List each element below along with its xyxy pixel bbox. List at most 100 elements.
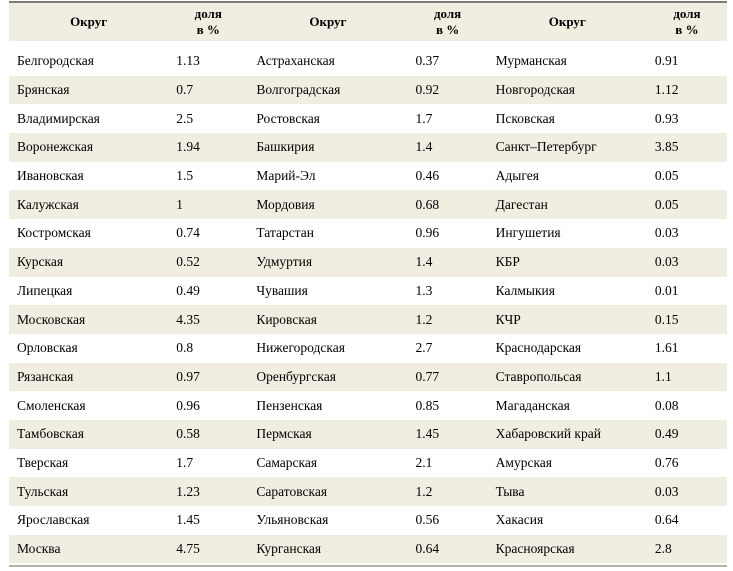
region-name-cell: Московская [9, 305, 169, 334]
region-name-cell: Ульяновская [248, 506, 408, 535]
region-name-cell: Саратовская [248, 477, 408, 506]
share-value-cell: 1.13 [168, 47, 249, 76]
share-value-cell: 0.58 [168, 419, 249, 449]
column-header-share: доля в % [407, 3, 488, 47]
share-value-cell: 1.3 [407, 276, 488, 306]
share-value-cell: 1.7 [407, 104, 488, 134]
share-value-cell: 1.12 [646, 75, 727, 105]
share-value-cell: 0.52 [168, 247, 249, 277]
region-name-cell: Удмуртия [248, 247, 408, 277]
column-header-share: доля в % [646, 3, 727, 47]
region-name-cell: Волгоградская [248, 75, 408, 105]
region-name-cell: Краснодарская [487, 333, 647, 363]
region-name-cell: Тверская [9, 448, 169, 478]
share-value-cell: 1.45 [407, 419, 488, 449]
share-value-cell: 0.64 [646, 506, 727, 535]
table-row: Курская 0.52 Удмуртия 1.4 КБР 0.03 [9, 247, 727, 277]
column-header-region: Округ [487, 3, 647, 47]
share-value-cell: 0.01 [646, 276, 727, 306]
share-value-cell: 1 [168, 190, 249, 220]
share-value-cell: 0.77 [407, 362, 488, 392]
table-row: Орловская 0.8 Нижегородская 2.7 Краснода… [9, 333, 727, 363]
share-value-cell: 0.03 [646, 219, 727, 248]
share-value-cell: 0.93 [646, 104, 727, 134]
share-value-cell: 0.56 [407, 506, 488, 535]
regions-share-table-wrap: Округ доля в % Округ доля в % Округ доля… [9, 1, 727, 568]
region-name-cell: Смоленская [9, 391, 169, 420]
share-value-cell: 0.64 [407, 534, 488, 564]
share-value-cell: 1.2 [407, 305, 488, 334]
region-name-cell: Тамбовская [9, 419, 169, 449]
region-name-cell: Курганская [248, 534, 408, 564]
column-header-region: Округ [9, 3, 169, 47]
table-row: Владимирская 2.5 Ростовская 1.7 Псковска… [9, 104, 727, 134]
share-value-cell: 0.7 [168, 75, 249, 105]
region-name-cell: Хабаровский край [487, 419, 647, 449]
table-row: Московская 4.35 Кировская 1.2 КЧР 0.15 [9, 305, 727, 334]
region-name-cell: Нижегородская [248, 333, 408, 363]
share-value-cell: 0.96 [168, 391, 249, 420]
share-value-cell: 0.05 [646, 190, 727, 220]
region-name-cell: Пермская [248, 419, 408, 449]
share-value-cell: 2.8 [646, 534, 727, 564]
share-value-cell: 0.68 [407, 190, 488, 220]
table-row: Рязанская 0.97 Оренбургская 0.77 Ставроп… [9, 362, 727, 392]
share-value-cell: 3.85 [646, 133, 727, 162]
region-name-cell: Калужская [9, 190, 169, 220]
region-name-cell: КБР [487, 247, 647, 277]
table-header: Округ доля в % Округ доля в % Округ доля… [9, 3, 727, 47]
share-value-cell: 0.15 [646, 305, 727, 334]
region-name-cell: Ингушетия [487, 219, 647, 248]
share-value-cell: 0.49 [646, 419, 727, 449]
region-name-cell: Курская [9, 247, 169, 277]
column-header-region: Округ [248, 3, 408, 47]
table-row: Калужская 1 Мордовия 0.68 Дагестан 0.05 [9, 190, 727, 220]
share-value-cell: 1.2 [407, 477, 488, 506]
share-value-cell: 4.75 [168, 534, 249, 564]
region-name-cell: Ярославская [9, 506, 169, 535]
table-row: Брянская 0.7 Волгоградская 0.92 Новгород… [9, 75, 727, 105]
region-name-cell: Орловская [9, 333, 169, 363]
share-value-cell: 0.92 [407, 75, 488, 105]
region-name-cell: Марий-Эл [248, 161, 408, 191]
region-name-cell: Чувашия [248, 276, 408, 306]
region-name-cell: Калмыкия [487, 276, 647, 306]
region-name-cell: Кировская [248, 305, 408, 334]
table-row: Смоленская 0.96 Пензенская 0.85 Магаданс… [9, 391, 727, 420]
share-value-cell: 0.46 [407, 161, 488, 191]
region-name-cell: Адыгея [487, 161, 647, 191]
share-value-cell: 0.74 [168, 219, 249, 248]
table-row: Воронежская 1.94 Башкирия 1.4 Санкт–Пете… [9, 133, 727, 162]
regions-share-table: Округ доля в % Округ доля в % Округ доля… [9, 3, 727, 564]
region-name-cell: Тульская [9, 477, 169, 506]
region-name-cell: Хакасия [487, 506, 647, 535]
region-name-cell: Псковская [487, 104, 647, 134]
table-row: Ивановская 1.5 Марий-Эл 0.46 Адыгея 0.05 [9, 161, 727, 191]
table-row: Тульская 1.23 Саратовская 1.2 Тыва 0.03 [9, 477, 727, 506]
share-value-cell: 0.76 [646, 448, 727, 478]
share-value-cell: 0.91 [646, 47, 727, 76]
share-value-cell: 4.35 [168, 305, 249, 334]
region-name-cell: Ставропольсая [487, 362, 647, 392]
table-body: Белгородская 1.13 Астраханская 0.37 Мурм… [9, 47, 727, 564]
share-value-cell: 0.03 [646, 477, 727, 506]
share-value-cell: 0.8 [168, 333, 249, 363]
share-value-cell: 0.97 [168, 362, 249, 392]
share-value-cell: 1.1 [646, 362, 727, 392]
share-value-cell: 1.5 [168, 161, 249, 191]
region-name-cell: Дагестан [487, 190, 647, 220]
share-value-cell: 2.7 [407, 333, 488, 363]
region-name-cell: Амурская [487, 448, 647, 478]
column-header-share: доля в % [168, 3, 249, 47]
share-value-cell: 1.7 [168, 448, 249, 478]
region-name-cell: Ивановская [9, 161, 169, 191]
share-value-cell: 0.03 [646, 247, 727, 277]
region-name-cell: КЧР [487, 305, 647, 334]
share-value-cell: 1.4 [407, 247, 488, 277]
table-row: Москва 4.75 Курганская 0.64 Красноярская… [9, 534, 727, 564]
region-name-cell: Липецкая [9, 276, 169, 306]
share-value-cell: 1.94 [168, 133, 249, 162]
region-name-cell: Белгородская [9, 47, 169, 76]
region-name-cell: Новгородская [487, 75, 647, 105]
region-name-cell: Воронежская [9, 133, 169, 162]
